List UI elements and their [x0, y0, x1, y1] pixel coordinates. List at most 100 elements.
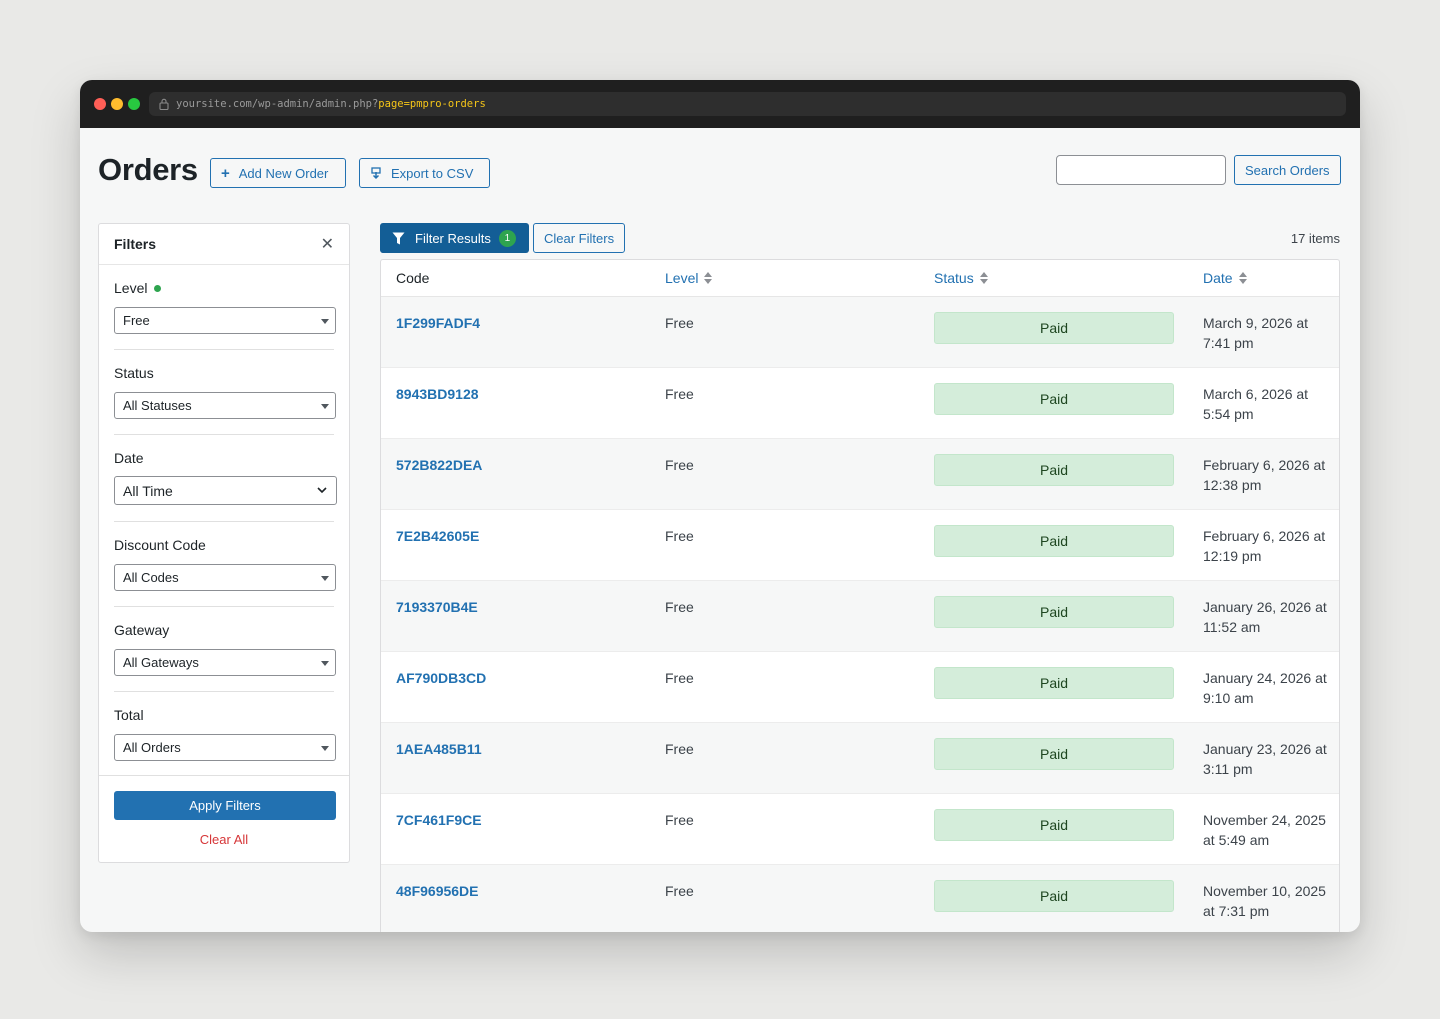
- dropdown-arrow-icon: [321, 319, 329, 324]
- table-row: 1F299FADF4 Free Paid March 9, 2026 at 7:…: [381, 297, 1339, 368]
- total-select[interactable]: All Orders: [114, 734, 336, 761]
- total-filter-label: Total: [114, 707, 144, 723]
- sort-icon: [704, 272, 713, 284]
- discount-code-filter: Discount Code All Codes: [99, 537, 349, 591]
- gateway-select[interactable]: All Gateways: [114, 649, 336, 676]
- export-csv-button[interactable]: Export to CSV: [359, 158, 490, 188]
- order-date: March 9, 2026 at 7:41 pm: [1203, 315, 1309, 351]
- discount-code-filter-label: Discount Code: [114, 537, 206, 553]
- sort-icon: [1238, 272, 1247, 284]
- order-code-link[interactable]: 7E2B42605E: [396, 528, 480, 544]
- table-row: 572B822DEA Free Paid February 6, 2026 at…: [381, 439, 1339, 510]
- order-level: Free: [665, 883, 694, 899]
- status-badge: Paid: [934, 809, 1174, 841]
- page-title: Orders: [98, 152, 198, 187]
- divider: [99, 775, 349, 776]
- order-level: Free: [665, 457, 694, 473]
- order-date: January 26, 2026 at 11:52 am: [1203, 599, 1327, 635]
- date-select-value: All Time: [123, 482, 173, 499]
- status-badge: Paid: [934, 738, 1174, 770]
- apply-filters-button[interactable]: Apply Filters: [114, 791, 336, 820]
- chevron-down-icon: [317, 487, 327, 494]
- lock-icon: [159, 98, 169, 110]
- maximize-window-button[interactable]: [128, 98, 140, 110]
- column-header-level[interactable]: Level: [665, 270, 713, 286]
- order-code-link[interactable]: AF790DB3CD: [396, 670, 487, 686]
- search-orders-input[interactable]: [1056, 155, 1226, 185]
- browser-titlebar: yoursite.com/wp-admin/admin.php? page=pmp…: [80, 80, 1360, 128]
- table-row: 7CF461F9CE Free Paid November 24, 2025 a…: [381, 794, 1339, 865]
- export-csv-label: Export to CSV: [391, 165, 474, 181]
- order-code-link[interactable]: 48F96956DE: [396, 883, 479, 899]
- column-header-date[interactable]: Date: [1203, 270, 1247, 286]
- sort-icon: [979, 272, 988, 284]
- order-code-link[interactable]: 1AEA485B11: [396, 741, 482, 757]
- order-date: January 24, 2026 at 9:10 am: [1203, 670, 1327, 706]
- divider: [114, 691, 334, 692]
- column-code-label: Code: [396, 270, 430, 286]
- order-code-link[interactable]: 572B822DEA: [396, 457, 483, 473]
- active-filter-dot-icon: [154, 284, 162, 292]
- items-count: 17 items: [1290, 231, 1340, 246]
- divider: [114, 349, 334, 350]
- column-level-label: Level: [665, 270, 699, 286]
- add-new-order-label: Add New Order: [238, 165, 329, 181]
- address-bar[interactable]: yoursite.com/wp-admin/admin.php? page=pmp…: [149, 92, 1346, 116]
- filters-title: Filters: [114, 236, 157, 252]
- clear-filters-label: Clear Filters: [544, 230, 615, 246]
- status-badge: Paid: [934, 596, 1174, 628]
- order-date: February 6, 2026 at 12:38 pm: [1203, 457, 1326, 493]
- level-filter-label: Level: [114, 280, 334, 296]
- gateway-select-value: All Gateways: [123, 655, 199, 670]
- order-date: November 24, 2025 at 5:49 am: [1203, 812, 1326, 848]
- order-code-link[interactable]: 7CF461F9CE: [396, 812, 482, 828]
- order-code-link[interactable]: 7193370B4E: [396, 599, 478, 615]
- order-date: November 10, 2025 at 7:31 pm: [1203, 883, 1326, 919]
- table-row: 7E2B42605E Free Paid February 6, 2026 at…: [381, 510, 1339, 581]
- clear-filters-button[interactable]: Clear Filters: [533, 223, 625, 253]
- status-badge: Paid: [934, 667, 1174, 699]
- order-level: Free: [665, 741, 694, 757]
- funnel-icon: [392, 232, 405, 244]
- status-filter: Status All Statuses: [99, 365, 349, 419]
- divider: [114, 521, 334, 522]
- page-content: Orders + Add New Order Export to CSV Sea…: [80, 128, 1360, 932]
- order-date: January 23, 2026 at 3:11 pm: [1203, 741, 1327, 777]
- table-header: Code Level Status Date: [381, 260, 1339, 297]
- filters-header: Filters ✕: [99, 224, 349, 265]
- status-select[interactable]: All Statuses: [114, 392, 336, 419]
- table-row: AF790DB3CD Free Paid January 24, 2026 at…: [381, 652, 1339, 723]
- date-select[interactable]: All Time: [114, 476, 337, 505]
- table-row: 48F96956DE Free Paid November 10, 2025 a…: [381, 865, 1339, 932]
- gateway-filter: Gateway All Gateways: [99, 622, 349, 676]
- status-badge: Paid: [934, 454, 1174, 486]
- clear-all-link[interactable]: Clear All: [199, 832, 249, 847]
- plus-icon: +: [221, 164, 230, 182]
- order-code-link[interactable]: 1F299FADF4: [396, 315, 481, 331]
- minimize-window-button[interactable]: [111, 98, 123, 110]
- search-orders-label: Search Orders: [1245, 162, 1330, 178]
- level-select[interactable]: Free: [114, 307, 336, 334]
- column-header-status[interactable]: Status: [934, 270, 988, 286]
- status-filter-label: Status: [114, 365, 154, 381]
- column-status-label: Status: [934, 270, 974, 286]
- order-level: Free: [665, 386, 694, 402]
- discount-code-select[interactable]: All Codes: [114, 564, 336, 591]
- order-date: February 6, 2026 at 12:19 pm: [1203, 528, 1326, 564]
- status-badge: Paid: [934, 880, 1174, 912]
- order-level: Free: [665, 599, 694, 615]
- search-orders-button[interactable]: Search Orders: [1234, 155, 1341, 185]
- add-new-order-button[interactable]: + Add New Order: [210, 158, 346, 188]
- table-row: 1AEA485B11 Free Paid January 23, 2026 at…: [381, 723, 1339, 794]
- order-level: Free: [665, 315, 694, 331]
- order-level: Free: [665, 812, 694, 828]
- close-window-button[interactable]: [94, 98, 106, 110]
- status-badge: Paid: [934, 525, 1174, 557]
- order-code-link[interactable]: 8943BD9128: [396, 386, 479, 402]
- discount-code-select-value: All Codes: [123, 570, 179, 585]
- level-select-value: Free: [123, 313, 150, 328]
- dropdown-arrow-icon: [321, 746, 329, 751]
- filter-results-button[interactable]: Filter Results 1: [380, 223, 529, 253]
- url-query: page=pmpro-orders: [378, 98, 486, 110]
- close-icon[interactable]: ✕: [320, 236, 334, 253]
